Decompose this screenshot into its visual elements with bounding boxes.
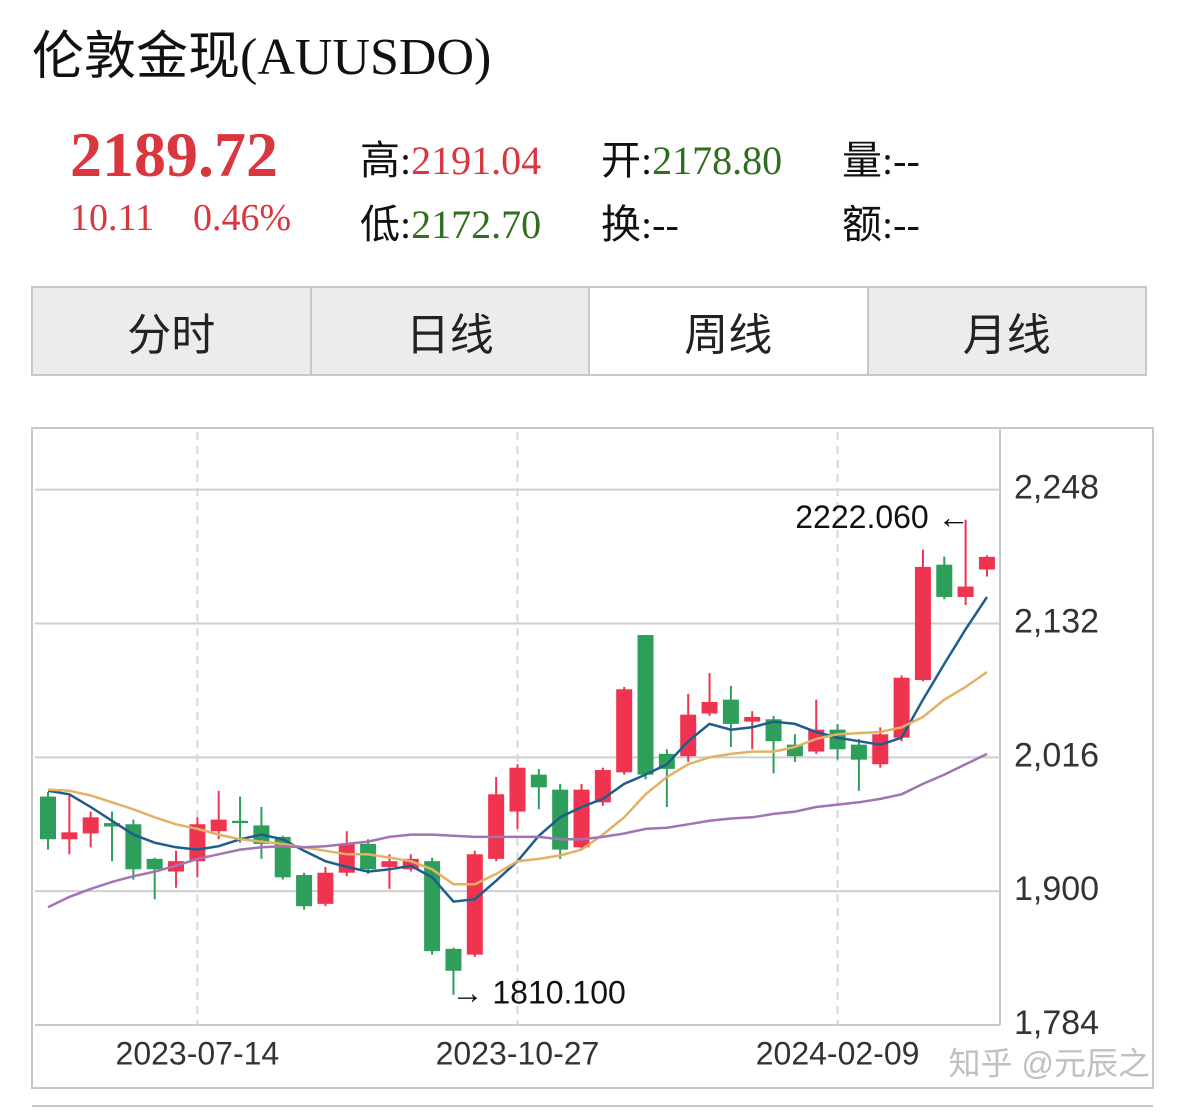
change-pct: 0.46% xyxy=(193,197,292,239)
candle-body xyxy=(104,823,121,827)
watermark: 知乎 @元辰之 xyxy=(949,1045,1150,1081)
stat-value: 2191.04 xyxy=(411,138,542,183)
candle-body xyxy=(296,875,313,907)
stat-value: -- xyxy=(652,202,679,247)
stat: 换:-- xyxy=(601,192,679,250)
tab[interactable]: 分时 xyxy=(33,288,312,374)
stat-label: 低: xyxy=(360,202,412,247)
candle-body xyxy=(445,948,462,971)
x-tick-label: 2024-02-09 xyxy=(756,1035,920,1071)
candle-body xyxy=(573,789,590,848)
candle-body xyxy=(850,744,867,760)
stat: 高:2191.04 xyxy=(360,128,541,186)
y-tick-label: 2,248 xyxy=(1014,469,1099,507)
stat-value: 2178.80 xyxy=(652,138,783,183)
stat: 低:2172.70 xyxy=(360,192,541,250)
tab[interactable]: 周线 xyxy=(590,288,869,374)
candle-body xyxy=(808,729,825,752)
y-tick-label: 2,132 xyxy=(1014,602,1099,640)
chart-frame xyxy=(31,427,1154,1089)
title: 伦敦金现(AUUSDO) xyxy=(32,29,492,86)
candle-body xyxy=(722,699,739,724)
candle-body xyxy=(936,564,953,597)
candle-body xyxy=(552,789,569,850)
candle-body xyxy=(488,794,505,859)
candle-body xyxy=(82,817,99,834)
y-tick-label: 1,900 xyxy=(1014,870,1099,908)
candle-body xyxy=(402,858,419,870)
stat: 开:2178.80 xyxy=(601,128,782,186)
y-tick-label: 2,016 xyxy=(1014,736,1099,774)
tab-bar: 分时 日线 周线 月线 xyxy=(31,286,1147,376)
candle-body xyxy=(61,832,78,840)
candle-body xyxy=(466,854,483,955)
candle-body xyxy=(40,796,56,840)
stat-value: -- xyxy=(893,202,920,247)
candle-body xyxy=(744,716,761,722)
stat-label: 额: xyxy=(842,202,894,247)
candle-body xyxy=(360,843,377,870)
candle-body xyxy=(957,586,974,597)
change: 10.11 xyxy=(70,197,155,239)
tab[interactable]: 月线 xyxy=(868,288,1145,374)
candle-body xyxy=(317,872,334,904)
stat-label: 量: xyxy=(842,138,894,183)
stat-label: 高: xyxy=(360,138,412,183)
candle-body xyxy=(701,701,718,714)
stat-value: -- xyxy=(893,138,920,183)
stat-value: 2172.70 xyxy=(411,202,542,247)
x-tick-label: 2023-10-27 xyxy=(436,1035,600,1071)
candle-body xyxy=(530,774,547,788)
candle-body xyxy=(210,819,227,832)
candle-body xyxy=(786,744,803,757)
moving-average xyxy=(47,752,988,909)
candle-body xyxy=(872,734,889,765)
candle-body xyxy=(509,767,526,812)
candle-body xyxy=(914,566,931,681)
candle-body xyxy=(189,824,206,862)
stat: 额:-- xyxy=(842,192,920,250)
candle-body xyxy=(765,719,782,742)
y-tick-label: 1,784 xyxy=(1014,1004,1099,1042)
candle-body xyxy=(978,556,995,570)
stat-label: 开: xyxy=(601,138,653,183)
annotation: → 1810.100 xyxy=(451,974,625,1010)
candle-body xyxy=(637,635,654,775)
price: 2189.72 xyxy=(70,119,278,190)
candle-body xyxy=(146,858,163,870)
candle-body xyxy=(232,820,249,824)
tab[interactable]: 日线 xyxy=(311,288,590,374)
stat: 量:-- xyxy=(842,128,920,186)
moving-average xyxy=(47,670,988,886)
stat-label: 换: xyxy=(601,202,653,247)
candle-body xyxy=(893,677,910,738)
candle-body xyxy=(381,861,398,867)
x-tick-label: 2023-07-14 xyxy=(116,1035,280,1071)
candle-body xyxy=(594,770,611,803)
annotation: 2222.060 ← xyxy=(795,499,969,535)
candle-body xyxy=(616,689,633,773)
